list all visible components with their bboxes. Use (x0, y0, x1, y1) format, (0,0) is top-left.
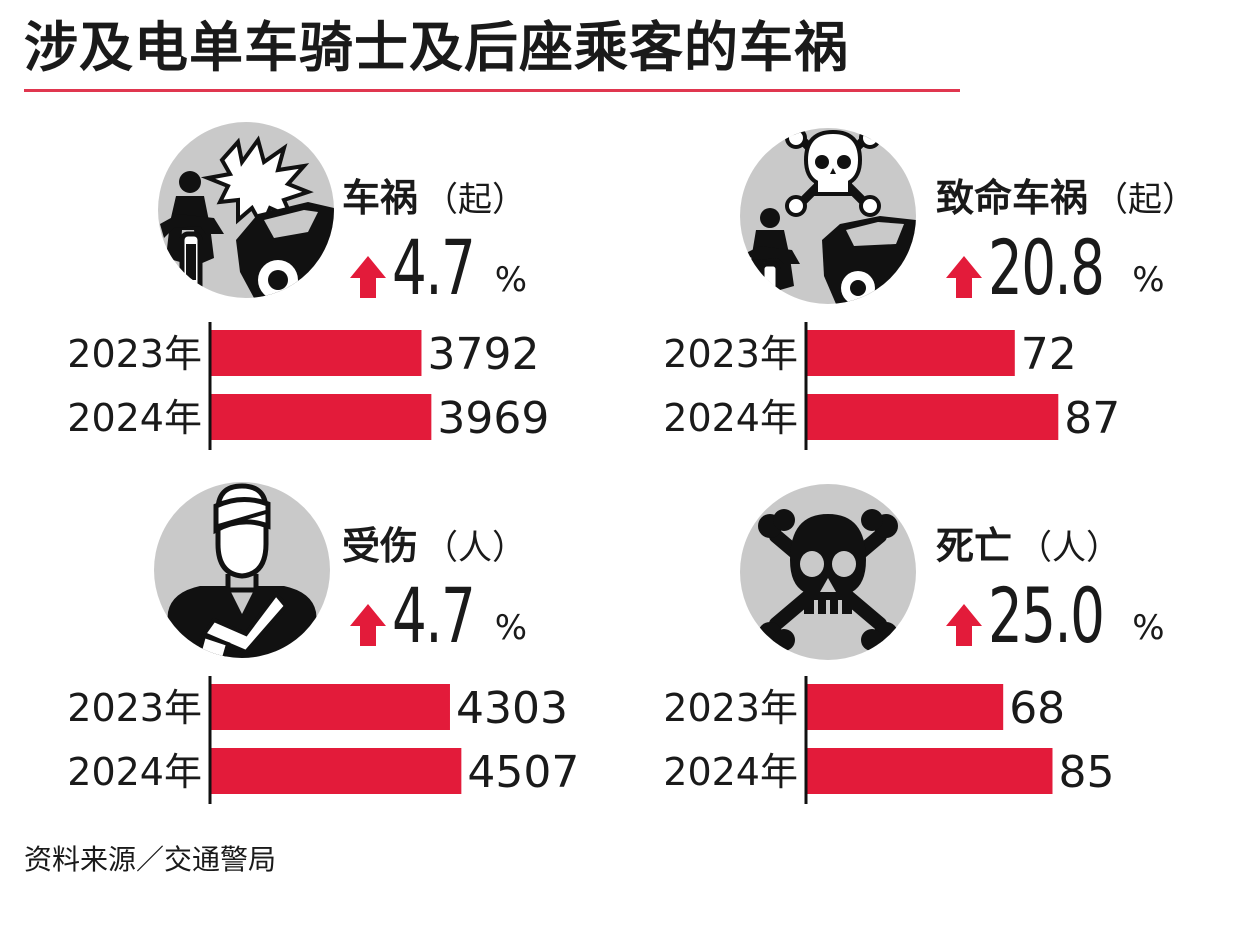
panel-injuries: 受伤 （人） 4.7% 2023年 4303 2024年 4507 (0, 470, 600, 810)
stat-title-injuries: 受伤 （人） (342, 522, 526, 572)
stat-change-deaths: 25.0% (946, 578, 1165, 654)
stat-title: 致命车祸 (936, 176, 1089, 220)
stat-change-crashes: 4.7% (350, 230, 527, 306)
bar-chart-crashes: 2023年 3792 2024年 3969 (0, 322, 560, 476)
up-arrow-icon (350, 256, 386, 298)
panel-crashes: 车祸 （起） 4.7% 2023年 3792 2024年 3969 (0, 110, 600, 450)
stat-change-injuries: 4.7% (350, 578, 527, 654)
up-arrow-icon (946, 604, 982, 646)
stat-change-fatal-crashes: 20.8% (946, 230, 1165, 306)
change-value: 25.0 (988, 571, 1105, 660)
title-underline (24, 89, 960, 92)
bar-chart-svg: 2023年 4303 2024年 4507 (67, 676, 579, 804)
change-suffix: % (494, 260, 528, 300)
value-label: 3792 (427, 329, 539, 380)
bar-chart-svg: 2023年 72 2024年 87 (663, 322, 1120, 450)
bar (210, 748, 462, 794)
bar (806, 330, 1015, 376)
change-suffix: % (494, 608, 528, 648)
value-label: 87 (1064, 393, 1120, 444)
stat-unit: （人） (424, 528, 527, 568)
stat-title: 车祸 (342, 176, 419, 220)
change-value: 20.8 (988, 223, 1105, 312)
stat-unit: （起） (424, 180, 527, 220)
up-arrow-icon (350, 604, 386, 646)
bar (806, 394, 1059, 440)
value-label: 68 (1009, 683, 1065, 734)
bar (210, 684, 450, 730)
category-label: 2023年 (67, 332, 202, 376)
bar-chart-injuries: 2023年 4303 2024年 4507 (0, 676, 579, 830)
page-title: 涉及电单车骑士及后座乘客的车祸 (24, 16, 849, 79)
bar-chart-deaths: 2023年 68 2024年 85 (596, 676, 1156, 830)
stat-title-crashes: 车祸 （起） (342, 174, 526, 224)
category-label: 2024年 (663, 750, 798, 794)
value-label: 72 (1021, 329, 1077, 380)
value-label: 85 (1059, 747, 1115, 798)
motorcycle-crash-icon (158, 122, 334, 298)
change-suffix: % (1132, 260, 1165, 300)
bar (806, 684, 1004, 730)
bar-chart-fatal-crashes: 2023年 72 2024年 87 (596, 322, 1156, 476)
category-label: 2024年 (67, 750, 202, 794)
bar (806, 748, 1053, 794)
category-label: 2023年 (67, 686, 202, 730)
change-value: 4.7 (392, 571, 476, 660)
fatal-crash-icon (740, 128, 916, 304)
panel-fatal-crashes: 致命车祸 （起） 20.8% 2023年 72 2024年 87 (596, 110, 1196, 450)
bar-chart-svg: 2023年 68 2024年 85 (663, 676, 1115, 804)
value-label: 3969 (437, 393, 549, 444)
stat-title: 死亡 (936, 524, 1013, 568)
source-note: 资料来源／交通警局 (24, 843, 277, 876)
value-label: 4507 (467, 747, 579, 798)
bar (210, 330, 422, 376)
value-label: 4303 (456, 683, 568, 734)
stat-unit: （人） (1018, 528, 1121, 568)
category-label: 2023年 (663, 686, 798, 730)
stat-title-deaths: 死亡 （人） (936, 522, 1120, 572)
bar (210, 394, 432, 440)
category-label: 2024年 (663, 396, 798, 440)
bar-chart-svg: 2023年 3792 2024年 3969 (67, 322, 549, 450)
category-label: 2023年 (663, 332, 798, 376)
category-label: 2024年 (67, 396, 202, 440)
change-value: 4.7 (392, 223, 476, 312)
panel-deaths: 死亡 （人） 25.0% 2023年 68 2024年 85 (596, 470, 1196, 810)
change-suffix: % (1132, 608, 1165, 648)
stat-title-fatal-crashes: 致命车祸 （起） (936, 174, 1196, 224)
injured-person-icon (154, 482, 330, 658)
stat-unit: （起） (1094, 180, 1197, 220)
stat-title: 受伤 (342, 524, 419, 568)
skull-crossbones-icon (740, 484, 916, 660)
up-arrow-icon (946, 256, 982, 298)
